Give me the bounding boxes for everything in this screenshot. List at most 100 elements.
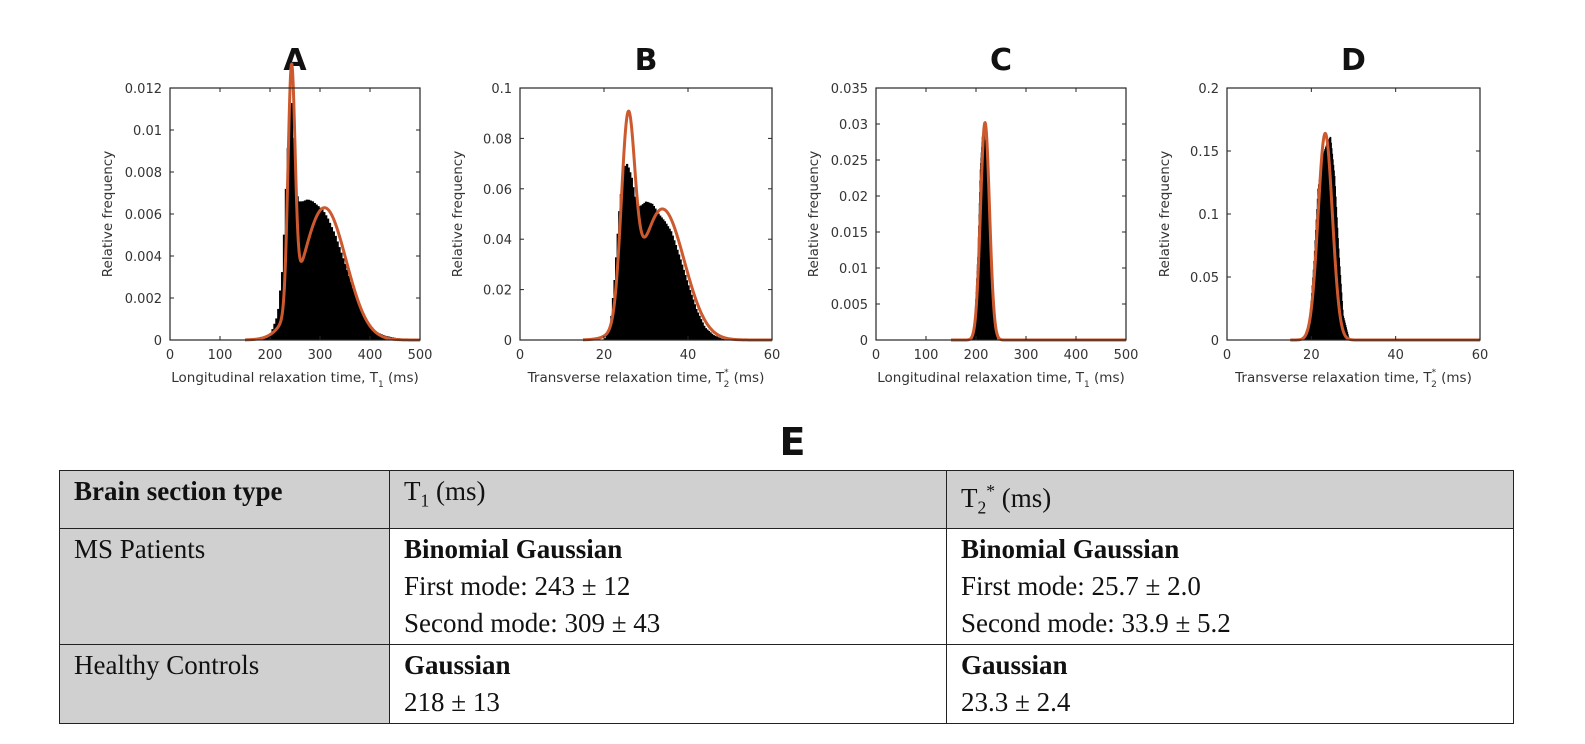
histogram-bar-b: [618, 211, 621, 340]
histogram-bar-b: [643, 202, 646, 340]
x-tick-label-c: 100: [914, 348, 939, 363]
y-tick-label-b: 0.02: [483, 284, 512, 299]
histogram-bar-b: [715, 336, 718, 340]
histogram-bar-a: [288, 115, 292, 340]
y-tick-label-b: 0.1: [491, 82, 512, 97]
y-tick-label-c: 0.03: [839, 118, 868, 133]
header-t2star: T2* (ms): [946, 469, 1514, 530]
histogram-bar-b: [629, 172, 632, 340]
x-axis-label-sup: *: [724, 368, 729, 378]
y-tick-label-a: 0.01: [133, 124, 162, 139]
histogram-bar-b: [700, 319, 703, 340]
histogram-bar-b: [657, 213, 660, 340]
histogram-bar-b: [671, 235, 674, 340]
cell-hc-t1: Gaussian 218 ± 13: [389, 644, 947, 725]
histogram-bar-b: [698, 315, 701, 340]
histogram-bar-b: [701, 322, 704, 340]
x-tick-label-a: 0: [166, 348, 174, 363]
histogram-bar-a: [347, 275, 351, 340]
histogram-bar-b: [704, 328, 707, 340]
histogram-bar-a: [313, 202, 316, 340]
hc-t1-value: 218 ± 13: [404, 687, 500, 718]
x-axis-label-unit: (ms): [1090, 370, 1125, 386]
x-tick-label-b: 20: [596, 348, 613, 363]
header-t2-sup: *: [986, 481, 996, 501]
histogram-bar-b: [626, 163, 629, 340]
histogram-bar-b: [624, 165, 627, 340]
y-axis-label-b: Relative frequency: [450, 151, 466, 277]
y-tick-label-a: 0.002: [125, 292, 162, 307]
histogram-bar-b: [665, 223, 668, 340]
ms-t1-model: Binomial Gaussian: [404, 534, 623, 565]
x-tick-label-a: 500: [408, 348, 433, 363]
cell-ms-t2star: Binomial Gaussian First mode: 25.7 ± 2.0…: [946, 528, 1514, 646]
ms-t1-first-mode: First mode: 243 ± 12: [404, 571, 631, 602]
histogram-bar-a: [309, 200, 313, 340]
histogram-bar-b: [632, 187, 635, 340]
histogram-bar-b: [663, 221, 667, 340]
histogram-bar-a: [340, 252, 343, 340]
row-label-ms-patients: MS Patients: [59, 528, 390, 646]
x-axis-label-unit: (ms): [1437, 370, 1472, 386]
histogram-bar-a: [366, 322, 370, 340]
histogram-bar-a: [267, 336, 271, 340]
histogram-bar-b: [655, 211, 659, 340]
histogram-bar-a: [263, 338, 267, 340]
x-tick-label-c: 200: [964, 348, 989, 363]
y-tick-label-b: 0.04: [483, 233, 512, 248]
histogram-bar-a: [355, 298, 358, 340]
histogram-bar-a: [315, 204, 318, 340]
histogram-bar-b: [707, 330, 711, 340]
histogram-bar-b: [608, 326, 611, 340]
x-axis-label-b: Transverse relaxation time, T* 2 (ms): [527, 368, 765, 390]
histogram-bar-b: [684, 275, 687, 340]
histogram-bar-b: [652, 206, 655, 340]
y-tick-label-c: 0.015: [831, 226, 868, 241]
histogram-bar-b: [616, 233, 619, 340]
y-tick-label-c: 0: [860, 334, 868, 349]
histogram-bar-b: [690, 294, 693, 340]
histogram-bar-b: [692, 299, 695, 340]
histogram-bar-b: [670, 231, 673, 340]
header-t2-sub: 2: [977, 497, 987, 518]
histogram-bar-b: [673, 240, 676, 340]
histogram-bar-a: [336, 241, 339, 340]
y-tick-label-d: 0.05: [1190, 271, 1219, 286]
y-tick-label-d: 0.1: [1198, 208, 1219, 223]
histogram-bar-a: [269, 334, 273, 340]
histogram-bar-b: [660, 217, 663, 340]
histogram-bar-a: [322, 212, 326, 340]
x-axis-label-main: Transverse relaxation time, T: [527, 370, 725, 386]
x-axis-label-main: Transverse relaxation time, T: [1234, 370, 1432, 386]
histogram-bar-a: [307, 199, 311, 340]
histogram-bar-b: [633, 196, 637, 340]
histogram-bar-b: [644, 201, 648, 340]
y-tick-label-d: 0.2: [1198, 82, 1219, 97]
histogram-bar-a: [305, 199, 309, 340]
histogram-bar-b: [638, 206, 641, 341]
histogram-bar-a: [301, 201, 305, 340]
histogram-bar-a: [321, 209, 324, 340]
x-axis-label-c: Longitudinal relaxation time, T1 (ms): [877, 370, 1125, 390]
histogram-bar-a: [326, 218, 330, 340]
chart-panel-d: D 0 20 40 60 0 0.05 0.1 0.15 0.2 Transverse relaxa…: [1157, 43, 1488, 390]
y-tick-label-c: 0.035: [831, 82, 868, 97]
x-axis-label-main: Longitudinal relaxation time, T: [171, 370, 379, 386]
histogram-bar-a: [357, 303, 360, 340]
y-tick-label-c: 0.025: [831, 154, 868, 169]
histogram-bar-b: [712, 335, 715, 340]
histogram-bar-b: [649, 203, 652, 340]
histogram-bar-a: [332, 231, 335, 340]
histogram-bar-a: [294, 177, 297, 340]
header-t2-unit: (ms): [995, 483, 1052, 513]
histogram-figure: A0 100 200 300 400 50000.0020.0040.0060.0080.…: [100, 43, 1488, 390]
histogram-bar-a: [362, 316, 366, 340]
y-axis-label-c: Relative frequency: [806, 151, 822, 277]
histogram-bar-b: [651, 203, 654, 340]
x-axis-label-unit: (ms): [384, 370, 419, 386]
chart-panel-a: A 0 100 200 300 400 500 0 0.002 0.004 0.006 0.008 0.…: [100, 43, 432, 390]
x-axis-label-sup: *: [1432, 368, 1437, 378]
x-tick-label-a: 200: [258, 348, 283, 363]
y-tick-label-d: 0.15: [1190, 145, 1219, 160]
histogram-bar-b: [605, 334, 608, 340]
